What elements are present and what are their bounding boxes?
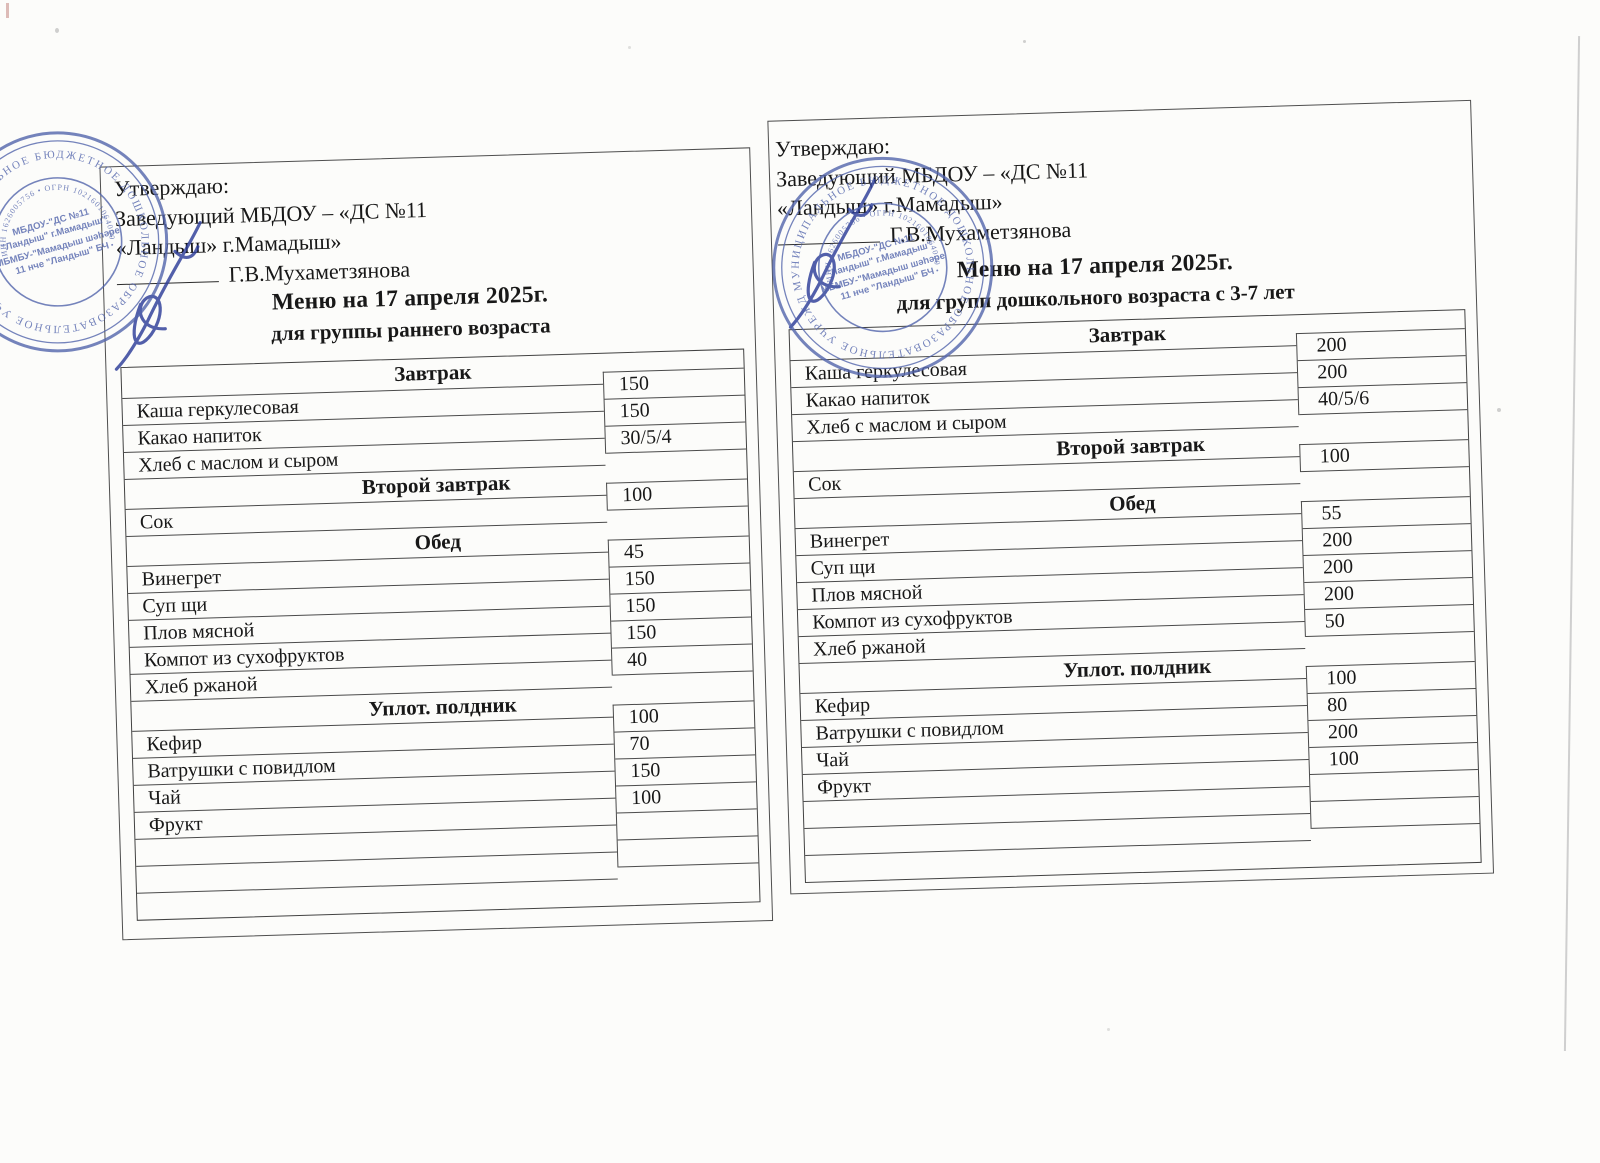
qty-cell: 150 [610,590,752,622]
menu-panel-early-age-group: Утверждаю: Заведующий МБДОУ – «ДС №11 «Л… [99,147,774,941]
menu-section: Обед Винегрет Суп щи Плов мясной Компот из с… [126,518,753,701]
qty-cell: 100 [1300,440,1469,473]
menu-section: Завтрак Каша геркулесовая Какао напиток Хле… [121,350,747,479]
empty-qty-cell [616,809,758,841]
menu-table: Завтрак Каша геркулесовая Какао напиток Хле… [120,348,761,921]
qty-cell: 100 [615,782,757,814]
menu-section: Обед Винегрет Суп щи Плов мясной Компот из с… [794,478,1475,664]
qty-cell: 45 [608,536,750,568]
qty-cell: 40 [611,644,753,676]
official-round-stamp [0,118,181,365]
empty-qty-cell [1311,796,1480,829]
menu-table: Завтрак Каша геркулесовая Какао напиток Хле… [788,309,1482,883]
scan-speck [1107,1028,1110,1031]
qty-cell: 30/5/4 [605,422,747,454]
qty-cell: 40/5/6 [1298,383,1468,416]
qty-column: 100 [605,478,748,511]
scan-speck [1497,408,1501,412]
qty-column: 200 200 40/5/6 [1296,328,1468,416]
qty-cell: 150 [610,617,752,649]
official-round-stamp [759,144,1006,391]
scan-speck [1023,40,1026,43]
qty-column: 55 200 200 200 50 [1301,496,1474,638]
qty-column: 100 70 150 100 [612,700,759,868]
qty-column: 150 150 30/5/4 [602,367,747,454]
qty-column: 100 80 200 100 [1306,661,1480,829]
qty-cell: 150 [604,395,746,427]
qty-cell: 100 [606,479,748,511]
qty-cell: 70 [614,728,756,760]
qty-cell: 150 [603,368,745,400]
menu-section: Уплот. полдник Кефир Ватрушки с повидлом Ча… [131,682,759,920]
scan-speck [628,46,631,49]
qty-cell: 150 [609,563,751,595]
qty-column: 45 150 150 150 40 [607,535,753,676]
qty-cell: 100 [613,701,755,733]
qty-cell: 50 [1305,605,1474,638]
qty-cell: 150 [615,755,756,787]
empty-qty-cell [617,836,759,868]
scan-corner-mark [6,3,9,18]
menu-section: Уплот. полдник Кефир Ватрушки с повидлом Ча… [799,643,1480,882]
scan-speck [55,28,59,33]
signer-name: Г.В.Мухаметзянова [228,255,411,287]
qty-column: 100 [1299,439,1469,473]
